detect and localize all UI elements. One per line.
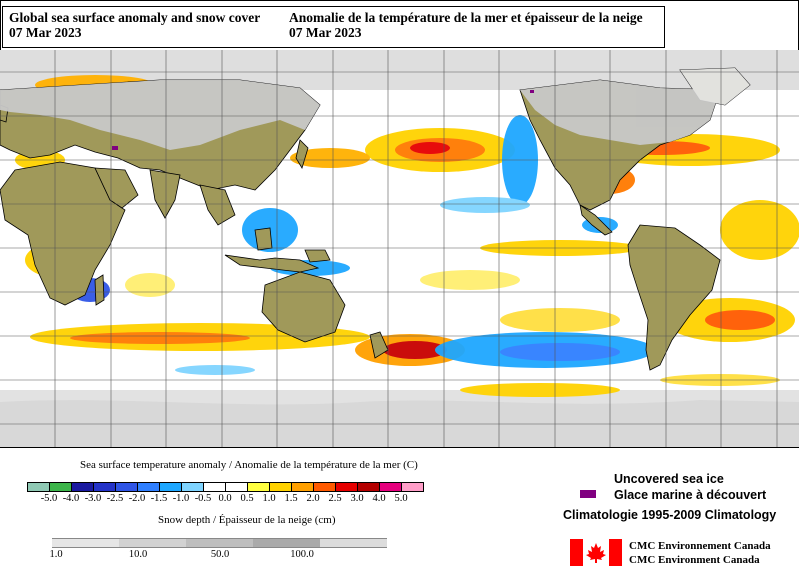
sst-tick-label: -1.0 [172,493,190,504]
sst-tick-label: 3.0 [350,493,364,504]
sst-swatch [27,482,50,492]
sst-legend-label: Sea surface temperature anomaly / Anomal… [80,459,418,471]
sst-swatch [291,482,314,492]
sst-swatch [357,482,380,492]
uncovered-sea-ice [112,90,534,150]
madagascar [94,274,105,306]
sst-swatch [115,482,138,492]
sst-swatch [247,482,270,492]
sst-tick-label: -5.0 [40,493,58,504]
sst-tick-label: 0.5 [240,493,254,504]
snow-swatch [320,538,387,548]
sst-swatch [225,482,248,492]
indonesia [224,254,320,273]
title-en: Global sea surface anomaly and snow cove… [9,10,261,25]
sst-swatch [313,482,336,492]
sst-tick-label: -1.5 [150,493,168,504]
snow-tick-label: 1.0 [49,549,63,560]
sst-tick-label: -4.0 [62,493,80,504]
snow-swatch [119,538,186,548]
india [149,169,181,219]
sst-tick-label: 1.0 [262,493,276,504]
arabia [94,167,139,209]
date-fr: 07 Mar 2023 [289,25,362,40]
sst-swatch [269,482,292,492]
snow-tick-label: 10.0 [128,549,148,560]
sst-tick-label: -0.5 [194,493,212,504]
sea-ice-label-fr: Glace marine à découvert [614,488,767,502]
sst-tick-label: -2.5 [106,493,124,504]
climatology-note: Climatologie 1995-2009 Climatology [563,508,777,522]
snow-swatch [186,538,253,548]
sst-swatch [379,482,402,492]
sst-swatch [159,482,182,492]
sst-tick-label: 2.0 [306,493,320,504]
sst-tick-label: 1.5 [284,493,298,504]
snow-swatch [52,538,119,548]
australia [261,271,346,343]
snow-tick-label: 50.0 [210,549,230,560]
sst-swatch [401,482,424,492]
sst-tick-label: 5.0 [394,493,408,504]
sst-tick-label: -3.0 [84,493,102,504]
date-en: 07 Mar 2023 [9,25,82,40]
sst-warm-anomalies [15,75,799,397]
sea-ice-swatch [580,490,596,498]
title-box: Global sea surface anomaly and snow cove… [2,6,665,48]
sst-swatch [71,482,94,492]
sst-tick-label: 0.0 [218,493,232,504]
credit-en: CMC Environment Canada [629,554,760,566]
japan [295,139,309,169]
legend-area: Sea surface temperature anomaly / Anomal… [0,448,799,571]
sst-cold-anomalies [70,115,655,375]
sea-ice-label-en: Uncovered sea ice [614,472,724,486]
sst-tick-label: 4.0 [372,493,386,504]
sst-swatch [49,482,72,492]
graticule [0,50,799,448]
sst-tick-label: -2.0 [128,493,146,504]
sst-tick-label: 2.5 [328,493,342,504]
title-fr: Anomalie de la température de la mer et … [289,10,643,25]
south-america [627,224,721,371]
southeast-asia [199,184,236,226]
sst-swatch [93,482,116,492]
snow-swatch [253,538,320,548]
snow-cover [0,68,750,150]
world-map [0,50,799,448]
central-america [579,204,613,236]
sst-swatch [181,482,204,492]
snow-tick-label: 100.0 [290,549,314,560]
sst-swatch [137,482,160,492]
snow-legend-label: Snow depth / Épaisseur de la neige (cm) [158,514,336,526]
sst-swatch [335,482,358,492]
credit-fr: CMC Environnement Canada [629,540,771,552]
sst-swatch [203,482,226,492]
canada-flag-icon [570,539,622,566]
